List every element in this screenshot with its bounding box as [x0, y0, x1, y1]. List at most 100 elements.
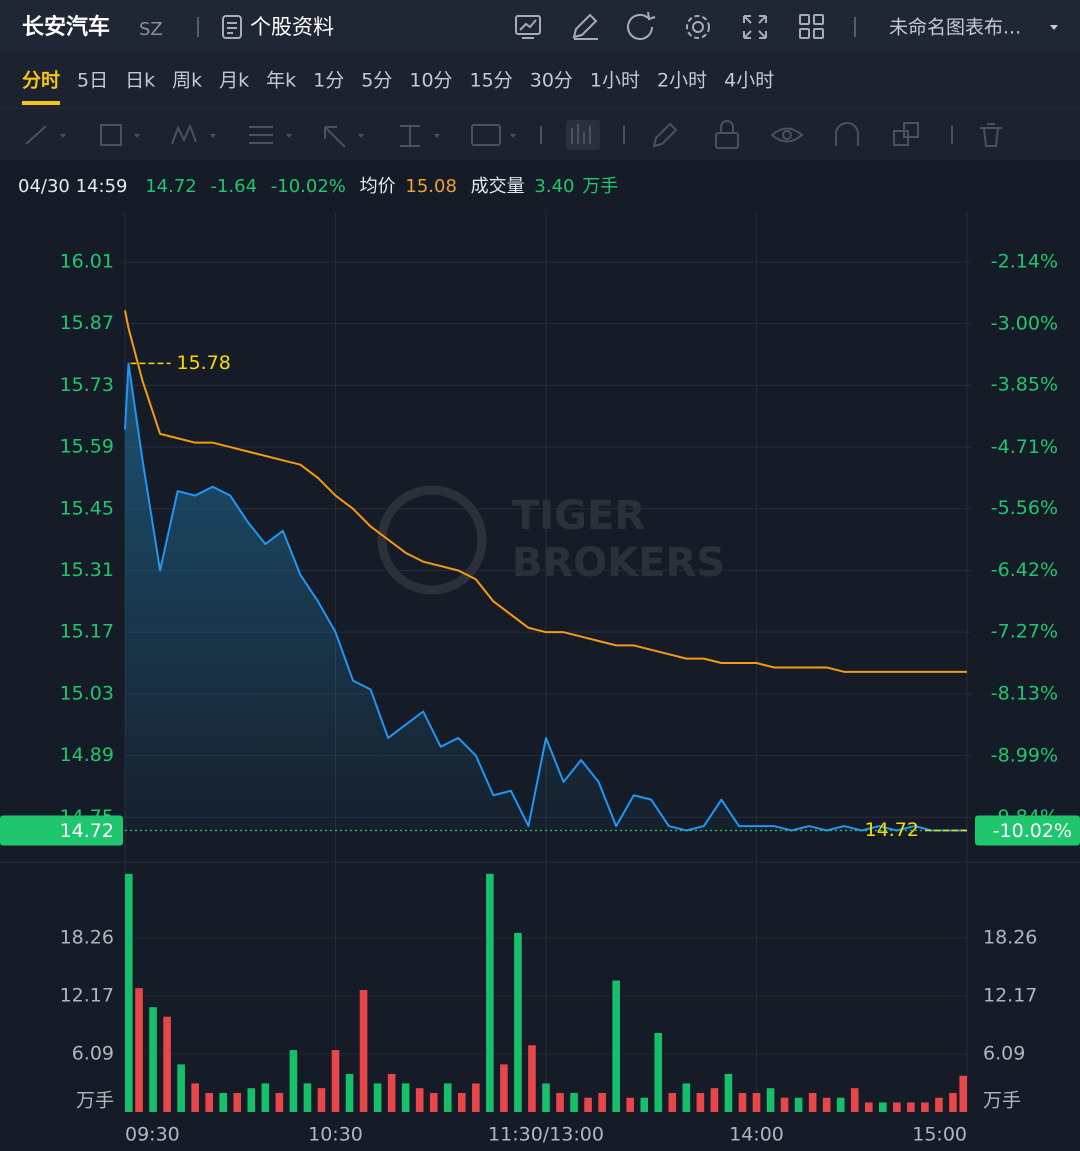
volume-bar — [528, 1045, 536, 1112]
volume-bar — [514, 932, 522, 1112]
volume-bar — [500, 1064, 508, 1112]
volume-bar — [415, 1088, 424, 1112]
period-tab[interactable]: 分时 — [22, 70, 60, 92]
x-tick-label: 14:00 — [729, 1124, 784, 1146]
dropdown-arrow[interactable] — [1050, 25, 1058, 30]
volume-bar — [612, 980, 620, 1112]
period-tab[interactable]: 5日 — [77, 70, 108, 92]
volume-bar — [387, 1073, 396, 1112]
quote-price: 14.72 — [145, 176, 197, 197]
volume-bar — [401, 1083, 410, 1112]
x-tick-label: 11:30/13:00 — [488, 1124, 604, 1146]
period-tab[interactable]: 15分 — [470, 70, 513, 92]
volume-bar — [696, 1092, 705, 1112]
volume-bar — [893, 1102, 901, 1112]
profile-link[interactable]: 个股资料 — [250, 15, 334, 39]
volume-bar — [331, 1050, 340, 1112]
y-tick-label: 15.45 — [60, 497, 114, 519]
y-tick-label: 12.17 — [60, 985, 114, 1007]
period-tab[interactable]: 4小时 — [724, 70, 774, 92]
watermark-text: TIGER — [512, 493, 645, 539]
volume-bar — [556, 1092, 564, 1112]
volume-bar — [191, 1083, 199, 1112]
volume-bar — [822, 1097, 831, 1112]
volume-bar — [570, 1092, 578, 1112]
toolbar-icons[interactable] — [515, 11, 824, 40]
volume-bar — [794, 1097, 803, 1112]
period-tab[interactable]: 年k — [266, 70, 296, 92]
x-tick-label: 09:30 — [125, 1124, 180, 1146]
quote-line: 04/30 14:59 14.72 -1.64 -10.02% 均价 15.08… — [18, 176, 618, 197]
price-badge — [0, 815, 123, 846]
volume-bar — [275, 1092, 284, 1112]
annotation-label: 15.78 — [177, 352, 231, 374]
watermark-text: BROKERS — [512, 540, 725, 586]
price-line — [124, 362, 967, 832]
volume-bar — [125, 873, 133, 1112]
volume-bar — [486, 873, 494, 1112]
quote-time: 04/30 14:59 — [18, 176, 127, 197]
watermark: TIGER BROKERS — [377, 485, 725, 595]
period-tab[interactable]: 日k — [125, 70, 155, 92]
y2-tick-label: -3.00% — [991, 312, 1058, 334]
volume-bar — [149, 1007, 157, 1112]
y-tick-label: 15.73 — [60, 374, 114, 396]
volume-bar — [654, 1032, 663, 1112]
volume-bar — [163, 1016, 171, 1112]
price-area — [125, 363, 967, 831]
volume-bar — [584, 1097, 592, 1112]
volume-bar — [289, 1050, 298, 1112]
volume-bar — [959, 1075, 967, 1112]
x-tick-label: 10:30 — [308, 1124, 363, 1146]
y2-tick-label: -8.13% — [991, 683, 1058, 705]
y2-tick-label: -3.85% — [991, 374, 1058, 396]
price-badge-label: 14.72 — [60, 820, 114, 842]
volume-bar — [373, 1083, 382, 1112]
y-tick-label: 15.59 — [60, 436, 114, 458]
y2-tick-label: -6.42% — [991, 559, 1058, 581]
period-tab[interactable]: 1小时 — [590, 70, 640, 92]
volume-bar — [135, 988, 143, 1112]
unit-label: 万手 — [76, 1090, 114, 1112]
active-underline — [22, 101, 61, 105]
y-tick-label: 15.03 — [60, 682, 114, 704]
average-line — [124, 310, 967, 673]
volume-bar — [429, 1092, 438, 1112]
volume-bar — [598, 1092, 606, 1112]
period-tab[interactable]: 2小时 — [657, 70, 707, 92]
volume-bar — [879, 1102, 887, 1112]
y-tick-label-right: 12.17 — [983, 985, 1037, 1007]
volume-bar — [682, 1083, 691, 1112]
volume-bar — [907, 1102, 915, 1112]
volume-bar — [949, 1092, 957, 1112]
volume-bar — [345, 1073, 354, 1112]
volume-bar — [752, 1092, 761, 1112]
y-tick-label: 14.89 — [60, 744, 114, 766]
x-tick-label: 15:00 — [912, 1124, 967, 1146]
period-tab[interactable]: 5分 — [361, 70, 392, 92]
period-tab[interactable]: 30分 — [530, 70, 573, 92]
volume-bar — [472, 1083, 480, 1112]
stock-name: 长安汽车 — [22, 14, 110, 40]
y2-tick-label: -2.14% — [991, 250, 1058, 272]
profile-icon — [222, 15, 242, 39]
y2-tick-label: -7.27% — [991, 621, 1058, 643]
volume-bar — [640, 1097, 649, 1112]
y-tick-label-right: 6.09 — [983, 1042, 1025, 1064]
period-tabs: 分时 5日 日k 周k 月k 年k 1分 5分 10分 15分 30分 1小时 2小时 4小时 — [22, 70, 774, 105]
y2-tick-label: -4.71% — [991, 436, 1058, 458]
volume-bar — [710, 1088, 719, 1112]
avg-value: 15.08 — [405, 176, 457, 197]
layout-menu[interactable]: 未命名图表布... — [889, 17, 1021, 39]
y-tick-label: 15.17 — [60, 621, 114, 643]
period-tab[interactable]: 1分 — [313, 70, 344, 92]
volume-bar — [177, 1064, 185, 1112]
chart-area: 09:30 10:30 11:30/13:00 14:00 15:00 16.01 15.8… — [0, 213, 1080, 1146]
volume-bar — [219, 1092, 228, 1112]
period-tab[interactable]: 月k — [219, 70, 249, 92]
period-tab[interactable]: 10分 — [409, 70, 452, 92]
period-tab[interactable]: 周k — [172, 70, 202, 92]
volume-bar — [836, 1097, 845, 1112]
y-tick-label: 16.01 — [60, 250, 114, 272]
